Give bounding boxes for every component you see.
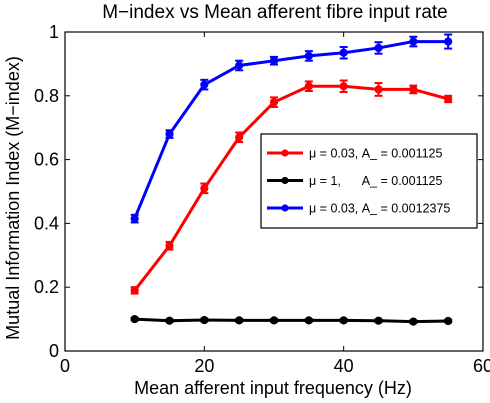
data-point [339,82,348,91]
data-point [235,316,244,325]
y-tick-label: 0.8 [34,86,59,106]
data-point [130,315,139,324]
x-tick-label: 20 [194,356,214,376]
chart-title: M−index vs Mean afferent fibre input rat… [102,2,448,23]
legend-label: μ = 1, A_ = 0.001125 [309,174,443,188]
legend-swatch-marker [281,149,289,157]
data-point [444,316,453,326]
x-tick-label: 0 [60,356,70,376]
data-point [269,56,279,65]
y-tick-label: 0.6 [34,150,59,170]
series-1 [130,79,453,295]
data-point [304,51,313,61]
series-3 [130,33,453,224]
y-tick-label: 0.2 [34,277,59,297]
data-point [444,94,453,104]
data-point [165,241,174,250]
y-tick-label: 0.4 [34,213,59,233]
data-point [304,82,313,91]
series-line [133,40,449,220]
data-point [130,286,139,295]
series-line [134,317,449,324]
data-point [200,315,209,325]
data-point [235,61,244,70]
data-point [200,184,209,193]
x-axis-label: Mean afferent input frequency (Hz) [134,378,412,398]
data-point [409,37,418,46]
y-tick-label: 1 [49,22,59,42]
data-point [339,316,348,325]
data-point [165,316,174,325]
data-point [235,133,244,142]
data-point [304,316,313,325]
x-tick-label: 60 [473,356,490,376]
data-point [374,43,383,53]
x-tick-label: 40 [334,356,354,376]
data-point [130,214,139,223]
plot-frame [64,31,484,352]
series-group [130,33,453,326]
legend: μ = 0.03, A_ = 0.001125 μ = 1, A_ = 0.001… [260,133,478,229]
data-point [409,85,418,94]
data-point [269,316,279,325]
data-point [374,316,383,325]
legend-label: μ = 0.03, A_ = 0.0012375 [309,202,450,216]
legend-swatch-marker [281,176,289,185]
data-point [200,80,209,89]
legend-label: μ = 0.03, A_ = 0.001125 [309,147,443,161]
data-point [374,85,383,94]
data-point [409,317,418,326]
legend-swatch-marker [281,204,289,212]
y-axis-label: Mutual Information Index (M−index) [3,56,23,340]
y-tick-label: 0 [49,341,59,361]
series-line [133,84,449,292]
data-point [339,48,348,57]
data-point [269,98,279,107]
data-point [165,129,174,139]
series-2 [130,315,453,326]
data-point [444,37,453,46]
axes: 0 20 40 60 0 0.2 0.4 0.6 0.8 1 [34,22,490,376]
